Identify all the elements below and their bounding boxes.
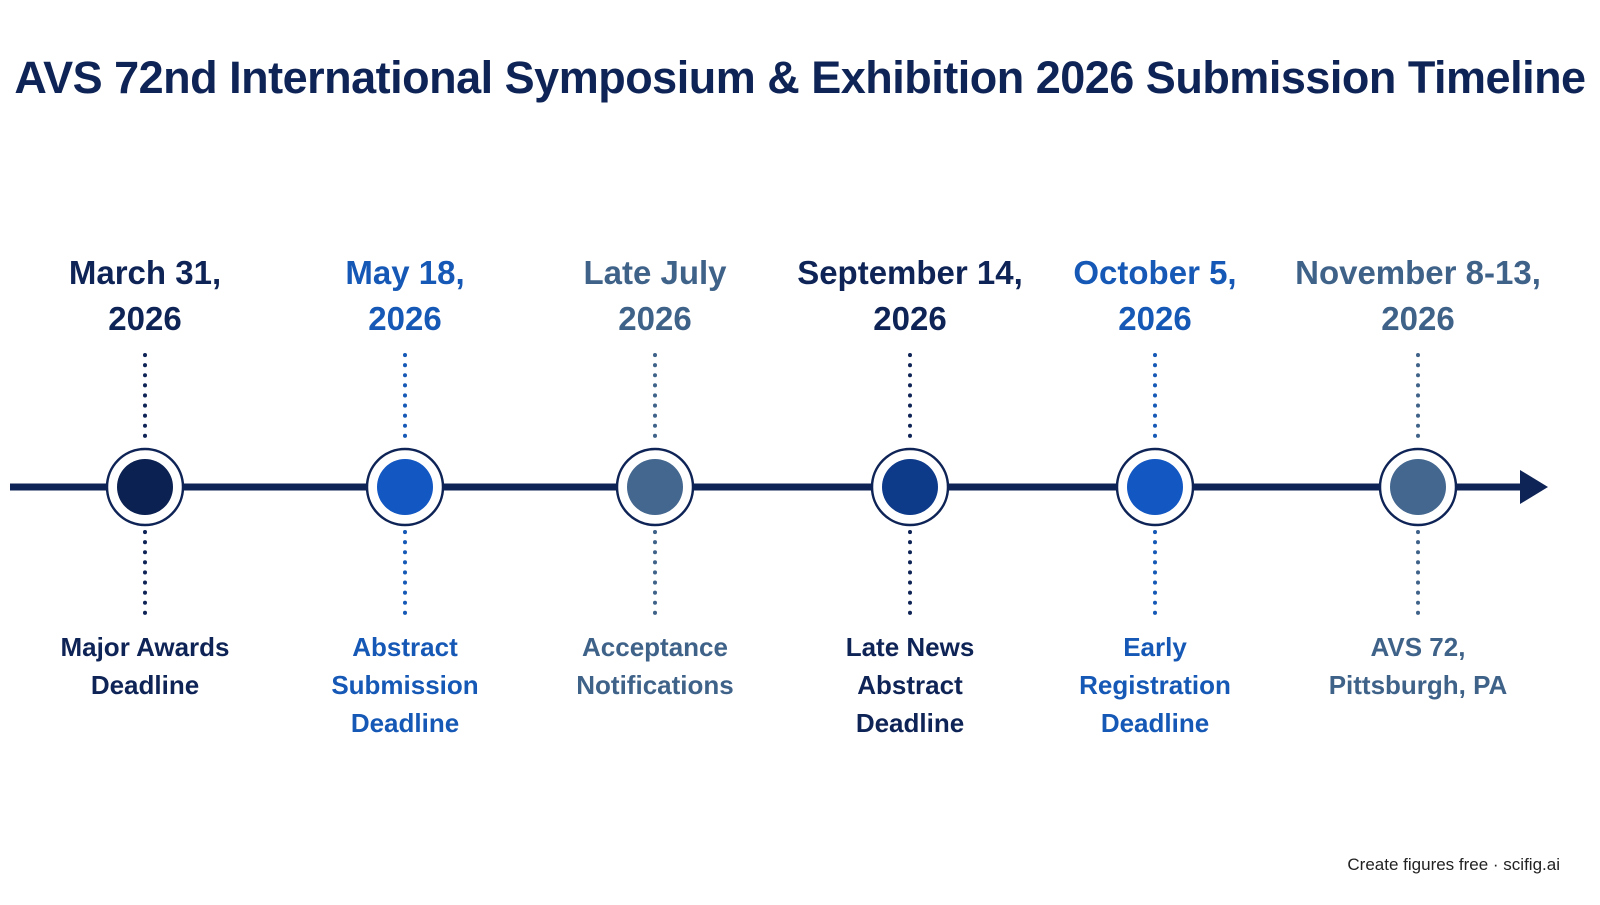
page-title: AVS 72nd International Symposium & Exhib… bbox=[14, 52, 1586, 103]
milestone-label-6: AVS 72, Pittsburgh, PA bbox=[1328, 632, 1508, 700]
milestone-date-6: November 8-13, 2026 bbox=[1295, 254, 1541, 337]
milestone-node-4 bbox=[882, 459, 938, 515]
milestone-date-1: March 31, 2026 bbox=[68, 254, 222, 337]
milestone-label-3: Acceptance Notifications bbox=[576, 632, 734, 700]
milestone-date-3: Late July 2026 bbox=[583, 254, 727, 337]
milestone-label-4: Late News Abstract Deadline bbox=[845, 632, 975, 738]
timeline-nodes bbox=[105, 447, 1458, 527]
milestone-node-5 bbox=[1127, 459, 1183, 515]
milestone-node-2 bbox=[377, 459, 433, 515]
milestone-date-4: September 14, 2026 bbox=[797, 254, 1023, 337]
milestone-label-5: Early Registration Deadline bbox=[1079, 632, 1231, 738]
milestone-node-1 bbox=[117, 459, 173, 515]
timeline-arrowhead bbox=[1520, 470, 1548, 504]
milestone-date-2: May 18, 2026 bbox=[345, 254, 465, 337]
milestone-node-6 bbox=[1390, 459, 1446, 515]
milestone-label-2: Abstract Submission Deadline bbox=[331, 632, 479, 738]
footer-credit: Create figures free · scifig.ai bbox=[1347, 855, 1560, 874]
milestone-node-3 bbox=[627, 459, 683, 515]
timeline-connectors bbox=[143, 353, 1420, 617]
milestone-date-5: October 5, 2026 bbox=[1073, 254, 1237, 337]
milestone-label-1: Major Awards Deadline bbox=[60, 632, 230, 700]
